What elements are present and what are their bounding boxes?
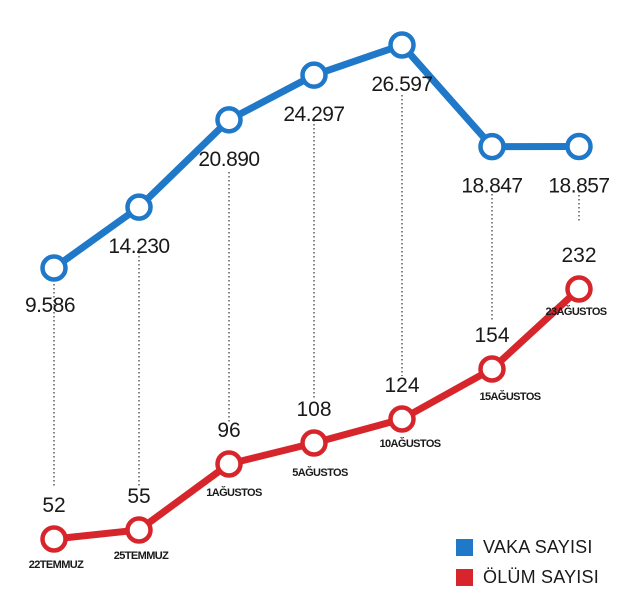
date-label-5: 15AĞUSTOS (479, 390, 540, 403)
vaka-value-label-3: 24.297 (283, 103, 344, 126)
vaka-point-0 (40, 254, 68, 282)
vaka-point-5 (478, 132, 506, 161)
olum-point-4 (388, 405, 416, 433)
date-label-2: 1AĞUSTOS (206, 486, 262, 499)
vaka-point-1 (125, 193, 153, 221)
vaka-point-2 (215, 106, 243, 134)
date-label-0: 22TEMMUZ (29, 559, 84, 571)
date-label-1: 25TEMMUZ (114, 550, 169, 562)
olum-point-6 (565, 275, 593, 303)
olum-value-label-6: 232 (561, 244, 596, 267)
date-label-4: 10AĞUSTOS (379, 437, 440, 450)
olum-value-label-4: 124 (384, 374, 419, 397)
legend-swatch-vaka (456, 538, 473, 556)
vaka-value-label-1: 14.230 (108, 235, 169, 258)
legend: VAKA SAYISI ÖLÜM SAYISI (456, 532, 599, 592)
vaka-value-label-4: 26.597 (371, 73, 432, 96)
legend-label-olum: ÖLÜM SAYISI (483, 566, 599, 587)
olum-point-3 (300, 429, 328, 457)
vaka-value-label-6: 18.857 (548, 174, 609, 197)
vaka-value-label-0: 9.586 (25, 294, 75, 317)
date-label-6: 23AĞUSTOS (545, 305, 606, 318)
date-label-3: 5AĞUSTOS (292, 466, 348, 479)
vaka-point-6 (565, 132, 593, 161)
vaka-point-4 (388, 31, 416, 59)
legend-item-vaka: VAKA SAYISI (456, 532, 599, 562)
olum-point-5 (478, 355, 506, 383)
vaka-value-label-5: 18.847 (461, 175, 522, 198)
legend-label-vaka: VAKA SAYISI (483, 536, 593, 557)
legend-item-olum: ÖLÜM SAYISI (456, 562, 599, 592)
legend-swatch-olum (456, 568, 473, 586)
olum-value-label-3: 108 (296, 398, 331, 421)
vaka-point-3 (300, 61, 328, 89)
olum-point-0 (40, 525, 68, 553)
vaka-value-label-2: 20.890 (198, 148, 259, 171)
olum-value-label-5: 154 (474, 324, 509, 347)
olum-point-2 (215, 450, 243, 478)
olum-value-label-2: 96 (217, 419, 240, 442)
olum-point-1 (125, 516, 153, 544)
olum-value-label-0: 52 (42, 494, 65, 517)
olum-value-label-1: 55 (127, 485, 150, 508)
